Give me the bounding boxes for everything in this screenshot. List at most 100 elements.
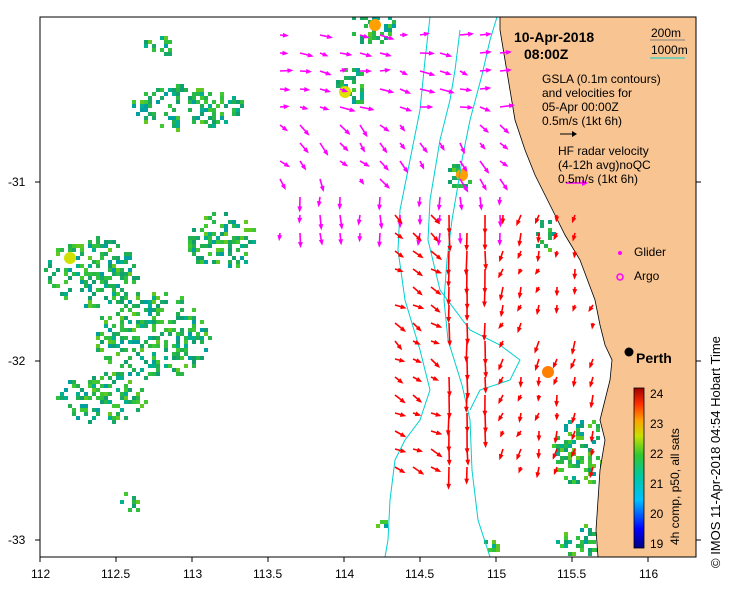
sst-cell — [244, 244, 248, 248]
sst-cell — [200, 228, 204, 232]
sst-cell — [164, 364, 168, 368]
sst-cell — [588, 468, 592, 472]
glider-legend-symbol — [618, 251, 622, 255]
hf-arrow — [534, 214, 540, 225]
sst-cell — [172, 356, 176, 360]
sst-cell — [536, 244, 540, 248]
sst-cell — [200, 260, 204, 264]
sst-cell — [204, 260, 208, 264]
gsla-arrow — [359, 68, 372, 74]
sst-cell — [80, 396, 84, 400]
sst-cell — [244, 260, 248, 264]
sst-cell — [224, 104, 228, 108]
sst-cell — [104, 372, 108, 376]
sst-cell — [584, 444, 588, 448]
sst-cell — [368, 36, 372, 40]
sst-cell — [76, 384, 80, 388]
hf-arrow — [430, 322, 443, 328]
gsla-arrow — [297, 214, 303, 224]
sst-cell — [352, 96, 356, 100]
sst-cell — [368, 12, 372, 16]
sst-cell — [76, 396, 80, 400]
sst-cell — [100, 256, 104, 260]
sst-cell — [452, 176, 456, 180]
sst-cell — [132, 304, 136, 308]
sst-cell — [132, 280, 136, 284]
sst-cell — [544, 244, 548, 248]
hf-arrow — [394, 267, 404, 273]
sst-warm-spot — [369, 19, 381, 31]
sst-cell — [596, 424, 600, 428]
sst-cell — [140, 104, 144, 108]
hf-arrow — [430, 250, 443, 261]
sst-cell — [220, 100, 224, 104]
hf-arrow — [517, 322, 522, 334]
hf-arrow — [498, 286, 504, 301]
sst-cell — [144, 108, 148, 112]
sst-cell — [548, 248, 552, 252]
sst-cell — [136, 336, 140, 340]
sst-cell — [236, 108, 240, 112]
sst-cell — [560, 448, 564, 452]
sst-cell — [588, 552, 592, 556]
sst-layer — [44, 12, 612, 556]
sst-cell — [176, 352, 180, 356]
sst-cell — [100, 244, 104, 248]
sst-cell — [120, 376, 124, 380]
sst-cell — [252, 240, 256, 244]
sst-cell — [108, 260, 112, 264]
sst-cell — [388, 32, 392, 36]
sst-cell — [120, 320, 124, 324]
cbar-tick-19: 19 — [650, 537, 664, 551]
sst-cell — [104, 284, 108, 288]
hf-arrow — [394, 232, 404, 240]
sst-cell — [200, 96, 204, 100]
sst-cell — [176, 372, 180, 376]
sst-cell — [140, 356, 144, 360]
sst-cell — [220, 116, 224, 120]
sst-cell — [132, 504, 136, 508]
sst-cell — [48, 264, 52, 268]
sst-cell — [124, 252, 128, 256]
sst-cell — [164, 356, 168, 360]
credit-text: © IMOS 11-Apr-2018 04:54 Hobart Time — [708, 336, 723, 568]
sst-cell — [496, 544, 500, 548]
sst-cell — [96, 260, 100, 264]
sst-cell — [124, 400, 128, 404]
sst-cell — [144, 44, 148, 48]
sst-cell — [200, 340, 204, 344]
sst-cell — [148, 104, 152, 108]
hf-arrow — [552, 358, 558, 369]
sst-cell — [208, 252, 212, 256]
sst-cell — [132, 276, 136, 280]
sst-cell — [168, 364, 172, 368]
sst-cell — [588, 448, 592, 452]
sst-cell — [132, 312, 136, 316]
sst-cell — [240, 100, 244, 104]
sst-cell — [112, 272, 116, 276]
gsla-arrow — [359, 52, 373, 58]
hf-arrow — [394, 357, 406, 363]
sst-cell — [104, 384, 108, 388]
sst-cell — [116, 260, 120, 264]
sst-cell — [448, 180, 452, 184]
isobath-1000m — [384, 17, 431, 557]
sst-cell — [136, 320, 140, 324]
sst-cell — [336, 84, 340, 88]
gsla-arrow — [499, 178, 508, 191]
legend-gsla-2: and velocities for — [542, 86, 633, 100]
legend-200m: 200m — [651, 26, 682, 40]
sst-cell — [592, 532, 596, 536]
hf-arrow — [535, 304, 541, 316]
sst-cell — [152, 48, 156, 52]
sst-cell — [88, 420, 92, 424]
hf-arrow — [571, 412, 577, 424]
hf-arrow — [464, 412, 470, 433]
sst-cell — [96, 236, 100, 240]
sst-cell — [136, 372, 140, 376]
sst-cell — [244, 252, 248, 256]
sst-cell — [112, 380, 116, 384]
sst-cell — [108, 376, 112, 380]
sst-cell — [168, 320, 172, 324]
sst-cell — [164, 92, 168, 96]
